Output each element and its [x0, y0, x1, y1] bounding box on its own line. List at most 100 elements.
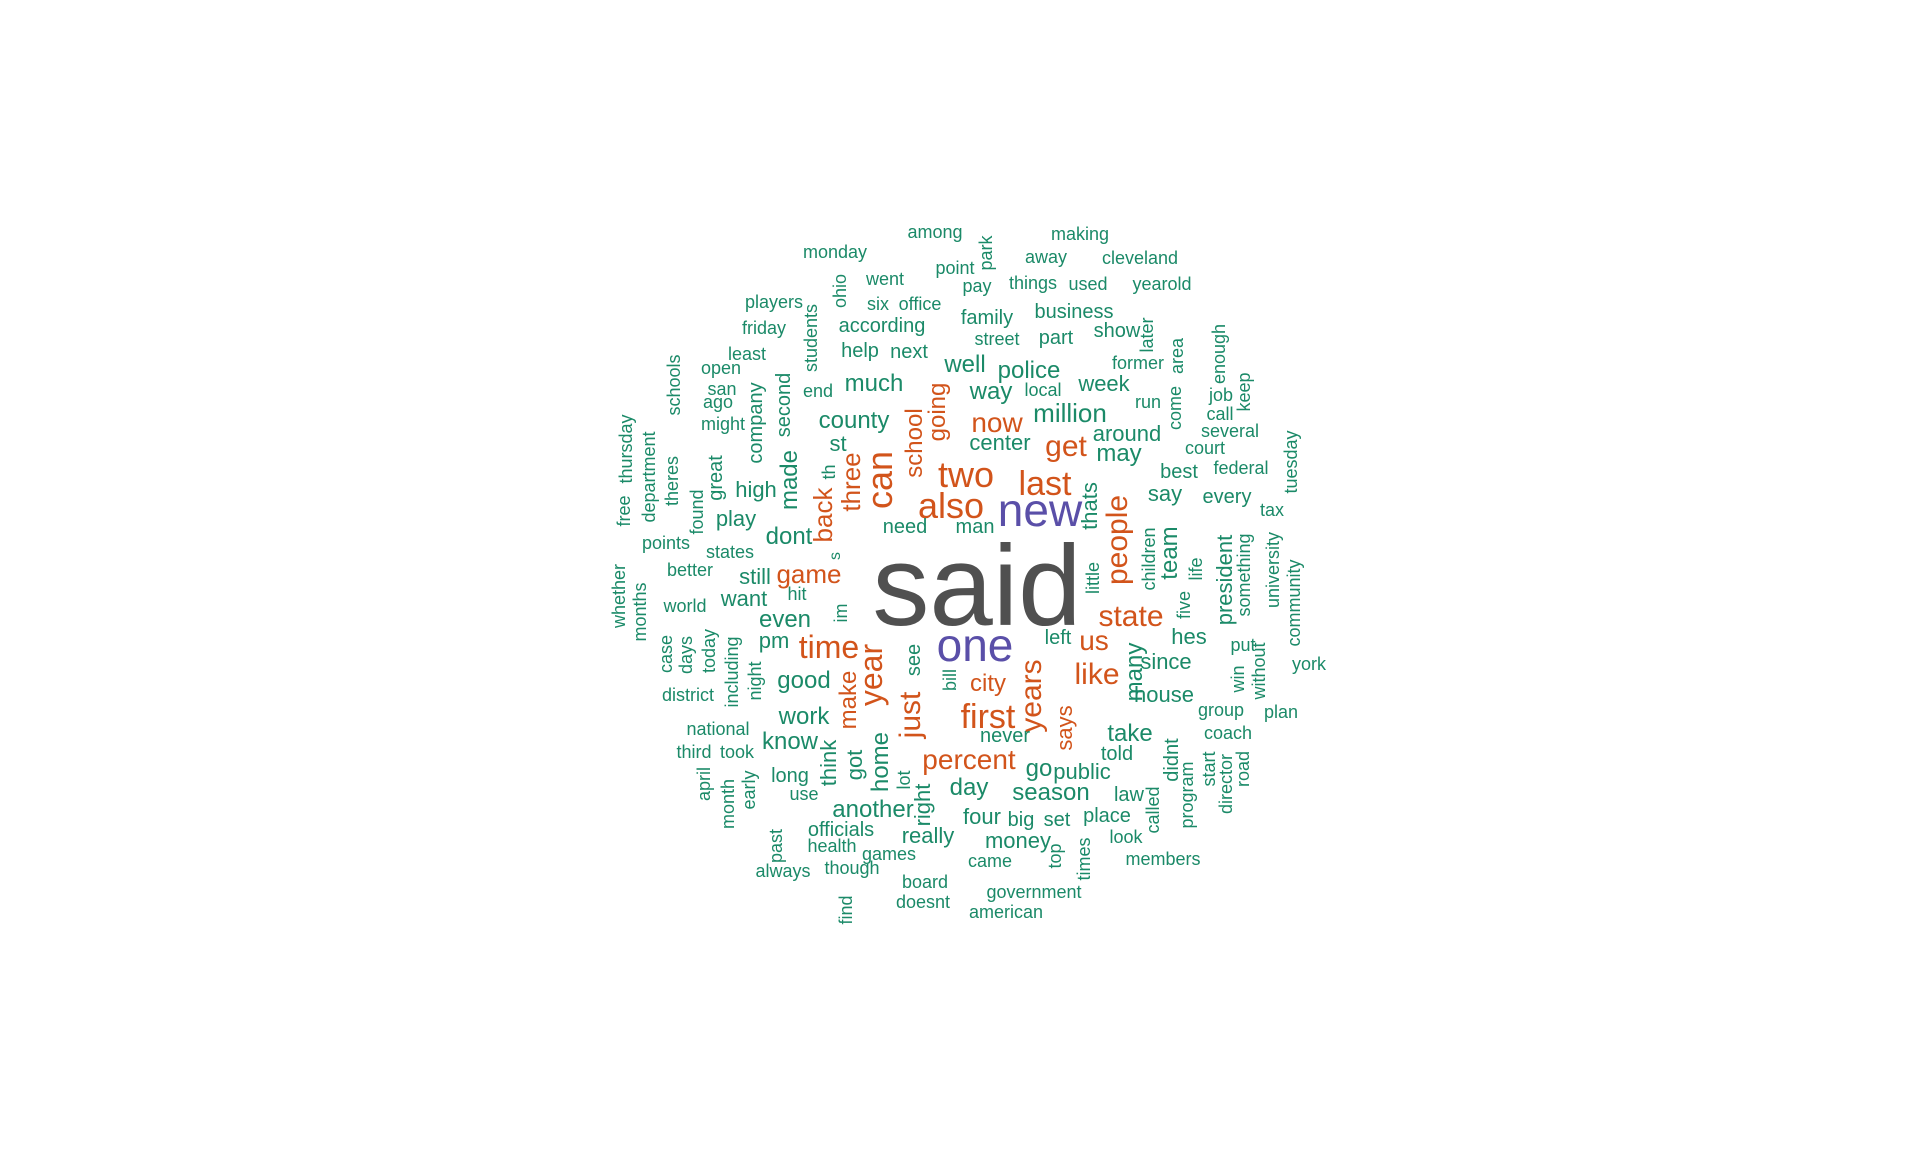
word-making: making: [1051, 224, 1109, 244]
word-called: called: [1143, 786, 1163, 833]
word-left: left: [1045, 627, 1072, 649]
word-street: street: [974, 329, 1019, 349]
word-days: days: [676, 636, 696, 674]
word-long: long: [771, 765, 809, 787]
word-didnt: didnt: [1161, 738, 1183, 782]
word-two: two: [938, 454, 994, 495]
word-years: years: [1015, 659, 1048, 732]
word-time: time: [799, 629, 859, 665]
word-went: went: [865, 269, 904, 289]
word-group: group: [1198, 700, 1244, 720]
word-road: road: [1233, 751, 1253, 787]
word-court: court: [1185, 438, 1225, 458]
word-program: program: [1177, 761, 1197, 828]
word-least: least: [728, 344, 766, 364]
word-san: san: [707, 379, 736, 399]
word-one: one: [937, 619, 1014, 671]
word-still: still: [739, 564, 771, 589]
word-something: something: [1234, 533, 1254, 616]
word-look: look: [1109, 827, 1143, 847]
word-later: later: [1137, 317, 1157, 352]
word-money: money: [985, 828, 1051, 853]
word-hes: hes: [1171, 624, 1206, 649]
word-away: away: [1025, 247, 1067, 267]
word-government: government: [986, 882, 1081, 902]
word-way: way: [969, 378, 1013, 405]
word-ago: ago: [703, 392, 733, 412]
word-top: top: [1045, 843, 1065, 868]
word-early: early: [739, 770, 759, 809]
word-tuesday: tuesday: [1281, 430, 1301, 493]
word-even: even: [759, 606, 811, 633]
word-second: second: [773, 373, 795, 438]
word-things: things: [1009, 273, 1057, 293]
word-tax: tax: [1260, 500, 1284, 520]
word-keep: keep: [1234, 372, 1254, 411]
word-friday: friday: [742, 318, 786, 338]
word-always: always: [755, 861, 810, 881]
word-might: might: [701, 414, 745, 434]
word-month: month: [718, 779, 738, 829]
word-points: points: [642, 533, 690, 553]
word-see: see: [903, 644, 925, 676]
word-six: six: [867, 294, 889, 314]
word-play: play: [716, 506, 756, 531]
word-free: free: [614, 495, 634, 526]
word-director: director: [1216, 754, 1236, 814]
word-monday: monday: [803, 242, 867, 262]
word-whether: whether: [609, 564, 629, 629]
word-said: said: [872, 523, 1081, 650]
word-three: three: [836, 452, 866, 511]
word-say: say: [1148, 481, 1182, 506]
word-lot: lot: [894, 770, 914, 789]
word-york: york: [1292, 654, 1327, 674]
word-according: according: [839, 315, 926, 337]
word-many: many: [1121, 643, 1148, 702]
word-board: board: [902, 872, 948, 892]
word-cleveland: cleveland: [1102, 248, 1178, 268]
word-april: april: [694, 767, 714, 801]
word-percent: percent: [922, 744, 1016, 775]
word-five: five: [1174, 591, 1194, 619]
word-really: really: [902, 823, 955, 848]
word-week: week: [1077, 371, 1130, 396]
word-take: take: [1107, 720, 1152, 747]
word-work: work: [778, 703, 831, 730]
word-department: department: [639, 431, 659, 522]
word-games: games: [862, 844, 916, 864]
word-park: park: [976, 234, 996, 270]
word-right: right: [910, 784, 935, 827]
word-found: found: [687, 489, 707, 534]
word-run: run: [1135, 392, 1161, 412]
word-house: house: [1134, 682, 1194, 707]
word-students: students: [801, 304, 821, 372]
word-dont: dont: [766, 523, 813, 550]
word-now: now: [971, 407, 1023, 438]
word-big: big: [1008, 809, 1035, 831]
word-county: county: [819, 407, 890, 434]
word-part: part: [1039, 327, 1074, 349]
word-get: get: [1045, 430, 1087, 463]
word-may: may: [1096, 440, 1141, 467]
word-around: around: [1093, 421, 1162, 446]
word-great: great: [705, 455, 727, 501]
word-come: come: [1165, 386, 1185, 430]
word-know: know: [762, 728, 819, 755]
word-community: community: [1284, 559, 1304, 646]
word-business: business: [1035, 301, 1114, 323]
word-made: made: [776, 450, 803, 510]
word-win: win: [1228, 665, 1248, 693]
word-plan: plan: [1264, 702, 1298, 722]
word-took: took: [720, 742, 755, 762]
word-also: also: [918, 485, 984, 526]
word-including: including: [722, 636, 742, 707]
word-go: go: [1026, 755, 1053, 782]
word-former: former: [1112, 353, 1164, 373]
word-president: president: [1212, 535, 1237, 626]
word-another: another: [832, 796, 913, 823]
word-members: members: [1125, 849, 1200, 869]
word-family: family: [961, 307, 1013, 329]
word-better: better: [667, 560, 713, 580]
word-back: back: [808, 487, 838, 543]
